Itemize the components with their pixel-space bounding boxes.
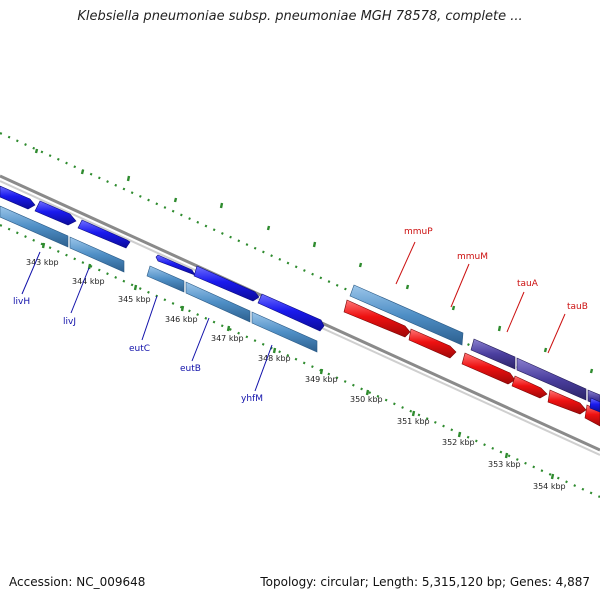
gene-label-mmup[interactable]: mmuP xyxy=(404,227,433,237)
position-label: 351 kbp xyxy=(397,417,430,426)
gene-track-steel xyxy=(0,205,464,353)
position-label: 343 kbp xyxy=(26,258,59,267)
gene-band[interactable] xyxy=(69,236,125,273)
accession-label: Accession: NC_009648 xyxy=(9,575,146,589)
gene-label-taua[interactable]: tauA xyxy=(517,279,539,289)
position-label: 345 kbp xyxy=(118,295,151,304)
outer-tick-ring xyxy=(0,131,600,406)
position-label: 347 kbp xyxy=(211,334,244,343)
position-label: 344 kbp xyxy=(72,277,105,286)
cds-arrow[interactable] xyxy=(589,397,600,413)
red-leader-lines xyxy=(395,241,566,354)
map-title: Klebsiella pneumoniae subsp. pneumoniae … xyxy=(77,9,523,24)
position-label: 354 kbp xyxy=(533,482,566,491)
position-label: 349 kbp xyxy=(305,375,338,384)
gene-band[interactable] xyxy=(516,357,587,401)
gene-band[interactable] xyxy=(251,311,318,353)
cds-track-red xyxy=(343,299,600,427)
gene-label-eutc[interactable]: eutC xyxy=(129,344,150,354)
outer-major-ticks xyxy=(34,148,594,374)
position-label: 348 kbp xyxy=(258,354,291,363)
cds-arrow[interactable] xyxy=(408,328,457,359)
cds-arrow[interactable] xyxy=(34,200,77,226)
gene-label-livj[interactable]: livJ xyxy=(63,317,76,327)
cds-arrow[interactable] xyxy=(155,254,196,276)
gene-labels-blue: livH livJ eutC eutB yhfM xyxy=(13,297,263,404)
blue-leader-lines xyxy=(21,251,273,392)
gene-band[interactable] xyxy=(0,205,69,248)
genome-stats: Topology: circular; Length: 5,315,120 bp… xyxy=(260,575,590,589)
position-label: 350 kbp xyxy=(350,395,383,404)
cds-arrow[interactable] xyxy=(77,219,131,249)
position-labels: 343 kbp 344 kbp 345 kbp 346 kbp 347 kbp … xyxy=(26,258,566,491)
gene-label-yhfm[interactable]: yhfM xyxy=(241,394,263,404)
position-label: 352 kbp xyxy=(442,438,475,447)
position-label: 353 kbp xyxy=(488,460,521,469)
gene-label-mmum[interactable]: mmuM xyxy=(457,252,488,262)
cds-arrow[interactable] xyxy=(343,299,411,338)
cds-arrow[interactable] xyxy=(547,389,587,415)
gene-band[interactable] xyxy=(470,338,516,370)
gene-labels-red: mmuP mmuM tauA tauB xyxy=(404,227,588,312)
gene-band[interactable] xyxy=(146,265,185,293)
cds-arrow[interactable] xyxy=(0,185,36,210)
gene-band[interactable] xyxy=(349,284,464,346)
cds-arrow[interactable] xyxy=(257,293,325,332)
position-label: 346 kbp xyxy=(165,315,198,324)
gene-label-livh[interactable]: livH xyxy=(13,297,30,307)
cds-track-blue xyxy=(0,185,325,332)
inner-major-ticks xyxy=(41,242,555,480)
gene-band[interactable] xyxy=(185,281,251,323)
cds-arrow[interactable] xyxy=(461,352,516,385)
gene-label-eutb[interactable]: eutB xyxy=(180,364,201,374)
inner-tick-ring xyxy=(0,223,600,499)
cds-arrow[interactable] xyxy=(193,265,260,302)
cds-arrow[interactable] xyxy=(511,375,548,399)
gene-label-taub[interactable]: tauB xyxy=(567,302,588,312)
